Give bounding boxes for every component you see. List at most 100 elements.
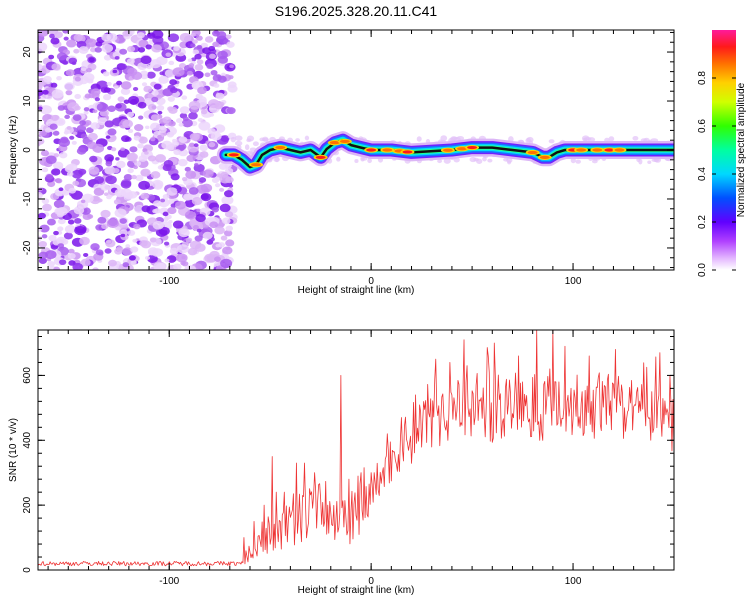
noise-blob: [65, 69, 75, 77]
noise-blob: [150, 171, 161, 179]
noise-blob: [137, 62, 148, 70]
noise-blob: [159, 71, 165, 76]
noise-blob: [103, 93, 112, 101]
noise-blob: [166, 131, 175, 138]
noise-blob: [41, 234, 48, 239]
noise-blob: [90, 47, 97, 53]
noise-blob: [575, 159, 581, 164]
noise-blob: [179, 32, 192, 43]
noise-blob: [196, 228, 202, 233]
noise-blob: [57, 226, 64, 232]
noise-blob: [140, 73, 148, 80]
noise-blob: [137, 101, 147, 109]
spectrogram-frame: [37, 29, 675, 271]
noise-blob: [120, 147, 125, 151]
noise-blob: [97, 216, 107, 224]
signal-hotspot: [382, 148, 393, 152]
noise-blob: [178, 228, 190, 238]
noise-blob: [295, 138, 300, 142]
noise-blob: [111, 147, 117, 152]
noise-blob: [199, 151, 209, 158]
noise-blob: [76, 147, 87, 155]
noise-blob: [67, 102, 80, 112]
noise-blob: [209, 53, 216, 59]
noise-blob: [169, 247, 179, 255]
noise-blob: [116, 160, 126, 169]
noise-blob: [53, 266, 60, 270]
noise-blob: [137, 159, 149, 168]
noise-blob: [166, 144, 175, 151]
noise-blob: [184, 264, 197, 270]
noise-blob: [207, 127, 216, 135]
noise-blob: [140, 192, 150, 200]
noise-blob: [234, 135, 243, 141]
noise-blob: [157, 110, 163, 115]
noise-blob: [107, 128, 117, 136]
noise-blob: [191, 57, 197, 62]
noise-blob: [115, 103, 122, 109]
noise-blob: [186, 70, 193, 76]
noise-blob: [41, 198, 50, 205]
noise-blob: [164, 258, 170, 263]
noise-blob: [416, 136, 422, 142]
noise-blob: [158, 126, 167, 133]
noise-blob: [195, 35, 203, 41]
noise-blob: [58, 165, 64, 170]
noise-blob: [56, 207, 68, 216]
noise-blob: [120, 87, 131, 96]
noise-blob: [106, 81, 112, 86]
noise-blob: [157, 165, 164, 170]
noise-blob: [51, 63, 61, 71]
y-tick-label: 200: [22, 496, 33, 513]
noise-blob: [105, 161, 113, 167]
noise-blob: [45, 173, 54, 180]
signal-hotspot: [275, 145, 286, 150]
noise-blob: [160, 198, 166, 203]
noise-blob: [188, 142, 195, 148]
noise-blob: [219, 203, 231, 213]
snr-x-label: Height of straight line (km): [298, 585, 415, 596]
noise-blob: [88, 39, 93, 43]
noise-blob: [211, 206, 220, 213]
noise-blob: [51, 168, 61, 176]
noise-blob: [144, 125, 150, 130]
noise-blob: [195, 93, 203, 100]
noise-blob: [119, 218, 128, 224]
noise-blob: [223, 229, 233, 237]
noise-blob: [62, 60, 69, 65]
noise-blob: [176, 118, 183, 124]
noise-blob: [150, 137, 156, 142]
noise-blob: [83, 252, 89, 257]
noise-blob: [172, 263, 182, 270]
noise-blob: [64, 224, 76, 234]
noise-blob: [120, 180, 132, 189]
noise-blob: [167, 96, 175, 102]
x-tick-label: -100: [159, 276, 179, 287]
noise-blob: [127, 45, 136, 53]
noise-blob: [38, 89, 44, 97]
snr-series-line: [38, 330, 674, 567]
noise-blob: [172, 220, 184, 229]
noise-blob: [176, 188, 182, 192]
noise-blob: [178, 122, 184, 127]
noise-blob: [107, 105, 116, 113]
noise-blob: [39, 129, 48, 137]
noise-blob: [133, 135, 141, 141]
noise-blob: [162, 193, 170, 200]
noise-blob: [63, 36, 69, 41]
noise-blob: [96, 102, 109, 112]
noise-blob: [354, 159, 359, 164]
noise-blob: [138, 115, 144, 120]
noise-blob: [151, 44, 162, 53]
noise-blob: [68, 57, 78, 65]
noise-blob: [224, 190, 234, 198]
noise-blob: [79, 236, 90, 246]
colorbar-tick-label: 0.0: [697, 263, 708, 277]
noise-blob: [127, 152, 138, 162]
noise-blob: [112, 69, 118, 74]
noise-blob: [67, 219, 75, 225]
noise-blob: [171, 141, 180, 147]
snr-background: [38, 330, 674, 570]
noise-blob: [46, 218, 56, 226]
noise-blob: [38, 85, 43, 90]
